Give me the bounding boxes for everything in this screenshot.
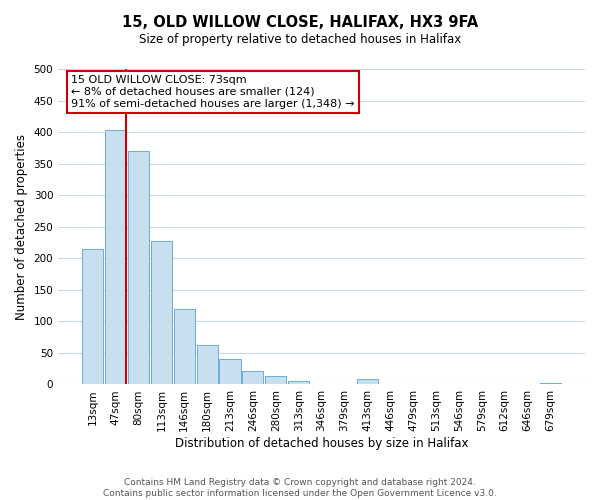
Text: 15 OLD WILLOW CLOSE: 73sqm
← 8% of detached houses are smaller (124)
91% of semi: 15 OLD WILLOW CLOSE: 73sqm ← 8% of detac… bbox=[71, 76, 355, 108]
X-axis label: Distribution of detached houses by size in Halifax: Distribution of detached houses by size … bbox=[175, 437, 469, 450]
Bar bbox=[197, 344, 218, 385]
Bar bbox=[220, 359, 241, 384]
Bar bbox=[128, 151, 149, 384]
Bar bbox=[173, 308, 195, 384]
Text: 15, OLD WILLOW CLOSE, HALIFAX, HX3 9FA: 15, OLD WILLOW CLOSE, HALIFAX, HX3 9FA bbox=[122, 15, 478, 30]
Text: Size of property relative to detached houses in Halifax: Size of property relative to detached ho… bbox=[139, 32, 461, 46]
Text: Contains HM Land Registry data © Crown copyright and database right 2024.
Contai: Contains HM Land Registry data © Crown c… bbox=[103, 478, 497, 498]
Bar bbox=[105, 130, 126, 384]
Bar bbox=[242, 370, 263, 384]
Bar bbox=[357, 380, 378, 384]
Bar bbox=[265, 376, 286, 384]
Bar bbox=[151, 240, 172, 384]
Bar bbox=[288, 380, 309, 384]
Y-axis label: Number of detached properties: Number of detached properties bbox=[15, 134, 28, 320]
Bar bbox=[82, 249, 103, 384]
Bar bbox=[540, 383, 561, 384]
